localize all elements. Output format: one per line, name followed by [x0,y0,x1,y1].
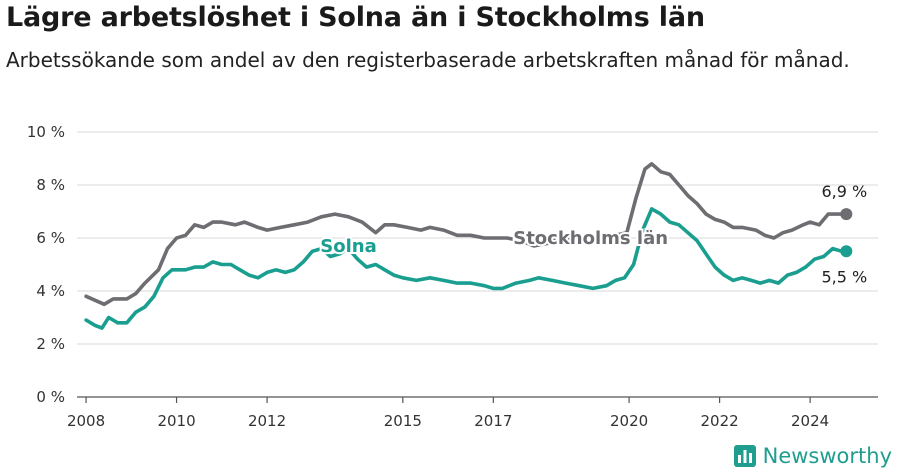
y-tick-label: 4 % [36,282,65,300]
y-tick-label: 6 % [36,229,65,247]
y-tick-label: 8 % [36,176,65,194]
bar-chart-logo-icon [733,445,756,467]
brand-name: Newsworthy [762,444,892,468]
series-line-solna [84,207,849,330]
x-tick-label: 2012 [248,412,286,430]
x-tick-label: 2015 [384,412,422,430]
series-end-label-stockholms-l-n: 6,9 % [821,182,867,201]
chart-subtitle: Arbetssökande som andel av den registerb… [6,48,850,72]
brand-logo: Newsworthy [733,444,892,468]
y-tick-label: 0 % [36,388,65,406]
x-tick-label: 2020 [610,412,648,430]
y-tick-label: 10 % [27,123,65,141]
series-name-label-solna: Solna [320,236,376,257]
x-tick-label: 2017 [474,412,512,430]
x-tick-label: 2022 [701,412,739,430]
series-line-stockholms-l-n [84,162,849,307]
x-axis: 2008 2010 2012 2015 2017 2020 2022 2024 [67,396,878,430]
y-tick-label: 2 % [36,335,65,353]
series-end-label-solna: 5,5 % [821,267,867,286]
series-labels: 6,9 % Stockholms län 5,5 % Solna [318,182,867,286]
chart-title: Lägre arbetslöshet i Solna än i Stockhol… [6,2,705,33]
series-name-label-stockholms-l-n: Stockholms län [513,228,668,249]
series-lines [84,162,853,330]
x-tick-label: 2010 [157,412,195,430]
x-tick-label: 2024 [791,412,829,430]
series-end-point-solna [840,245,853,258]
y-axis-tick-labels: 0 % 2 % 4 % 6 % 8 % 10 % [27,123,65,406]
series-end-point-stockholms-l-n [840,208,853,221]
x-tick-label: 2008 [67,412,105,430]
